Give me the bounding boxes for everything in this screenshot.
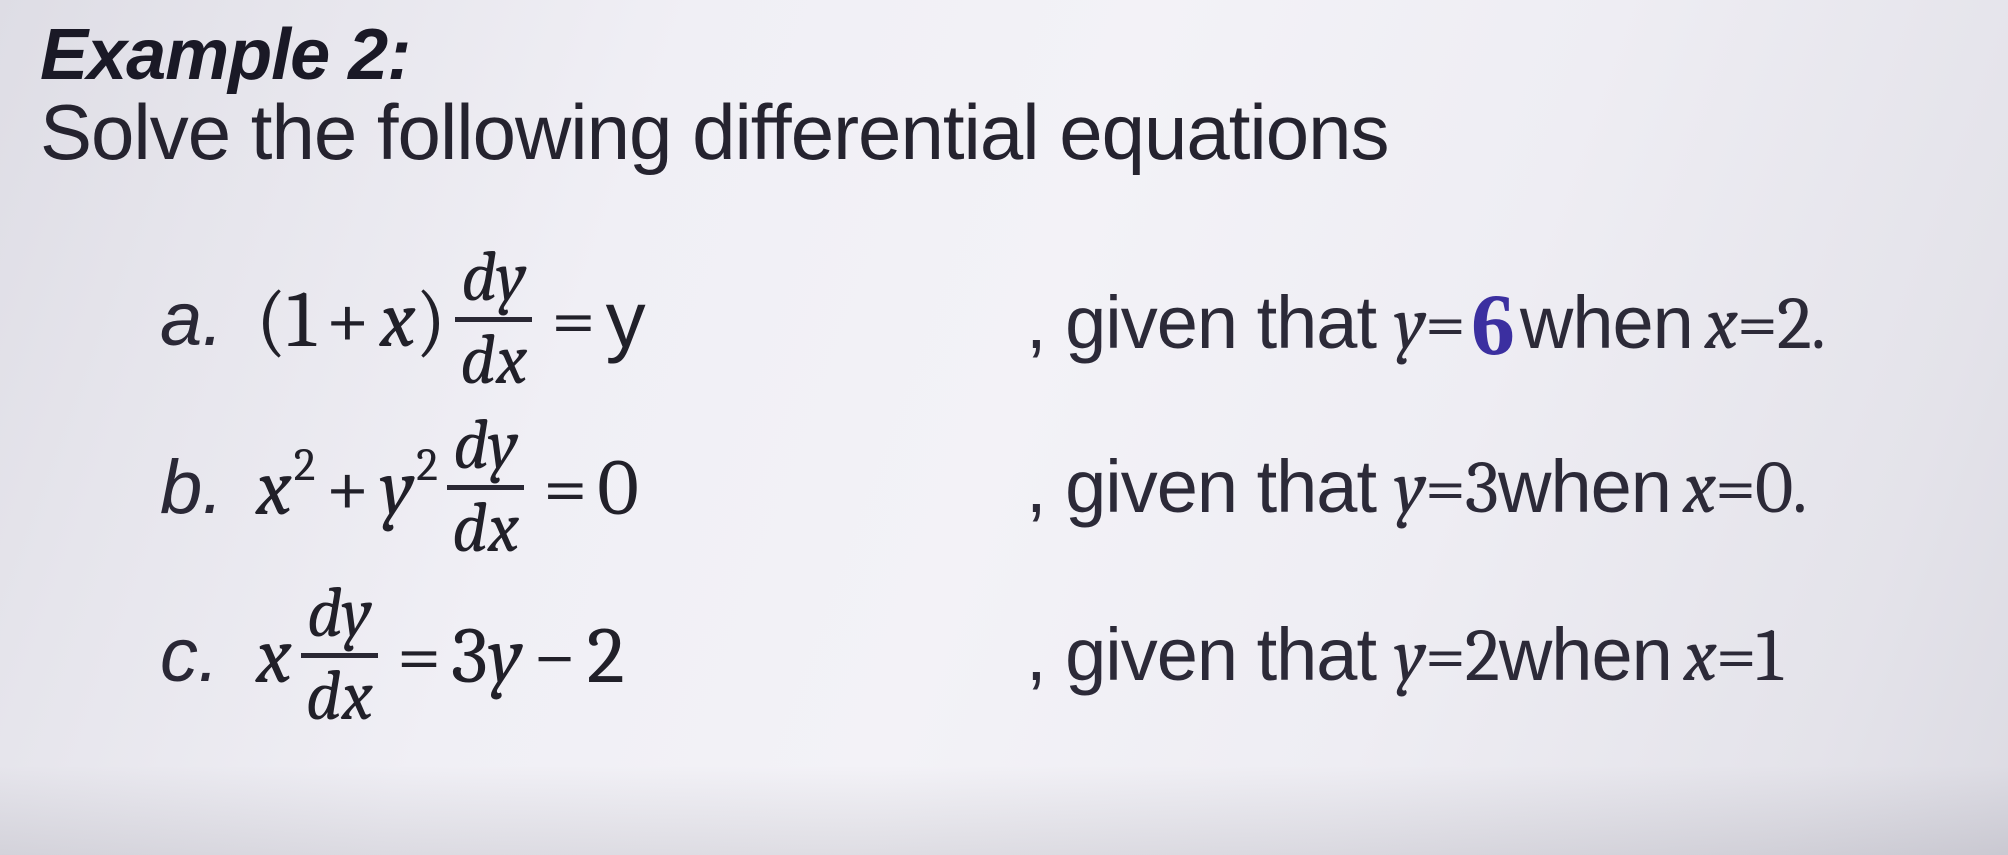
page-vignette <box>0 765 2008 855</box>
cond-period: . <box>1811 281 1825 367</box>
var-x: x <box>256 610 292 702</box>
cond-when: when <box>1498 444 1671 529</box>
cond-lead: , given that <box>1026 444 1376 529</box>
frac-denominator: dx <box>300 658 379 731</box>
dy-dx-fraction: dy dx <box>446 413 525 563</box>
cond-when: when <box>1499 612 1672 697</box>
cond-val1: 3 <box>1465 445 1498 531</box>
frac-denominator: dx <box>454 322 533 395</box>
cond-lead: , given that <box>1026 612 1376 697</box>
cond-val2: 1 <box>1756 613 1782 699</box>
problem-a-equation: ( 1 + x ) dy dx = y <box>256 245 986 395</box>
var-x: x <box>256 442 292 534</box>
var-y: y <box>488 610 522 702</box>
cond-period: . <box>1792 445 1806 531</box>
digit-1: 1 <box>287 274 316 366</box>
problem-b-condition: , given that y = 3 when x = 0 . <box>1026 444 1806 531</box>
cond-eq2: = <box>1737 281 1777 367</box>
frac-numerator: dy <box>301 581 378 659</box>
handwritten-6: 6 <box>1465 275 1520 376</box>
cond-eq1: = <box>1425 445 1465 531</box>
problem-b-equation: x 2 + y 2 dy dx = 0 <box>256 413 986 563</box>
problem-a-condition: , given that y = 6 when x = 2 . <box>1026 269 1825 370</box>
plus-op: + <box>326 274 370 366</box>
cond-y: y <box>1394 281 1425 367</box>
equals-op: = <box>397 610 441 702</box>
cond-x: x <box>1684 613 1716 699</box>
problem-a: a. ( 1 + x ) dy dx = y , given that y = … <box>160 236 1968 404</box>
cond-eq1: = <box>1425 281 1465 367</box>
cond-when: when <box>1520 280 1693 365</box>
frac-numerator: dy <box>447 413 524 491</box>
dy-dx-fraction: dy dx <box>300 581 379 731</box>
cond-val2: 0 <box>1755 445 1792 531</box>
instruction-text: Solve the following differential equatio… <box>40 90 1968 174</box>
example-heading: Example 2: <box>40 18 1968 94</box>
const-2: 2 <box>587 610 625 702</box>
frac-numerator: dy <box>455 245 532 323</box>
dy-dx-fraction: dy dx <box>454 245 533 395</box>
cond-eq2: = <box>1716 613 1756 699</box>
open-paren: ( <box>256 274 287 366</box>
problem-c-condition: , given that y = 2 when x = 1 <box>1026 612 1782 699</box>
plus-op: + <box>325 442 369 534</box>
var-x: x <box>380 274 416 366</box>
rhs-0: 0 <box>597 442 638 534</box>
problem-list: a. ( 1 + x ) dy dx = y , given that y = … <box>160 236 1968 740</box>
problem-c: c. x dy dx = 3 y − 2 , given that y = 2 … <box>160 572 1968 740</box>
problem-a-label: a. <box>160 276 256 363</box>
cond-eq1: = <box>1425 613 1465 699</box>
problem-c-label: c. <box>160 612 256 699</box>
cond-eq2: = <box>1715 445 1755 531</box>
equals-op: = <box>551 274 595 366</box>
page: Example 2: Solve the following different… <box>0 0 2008 855</box>
var-y: y <box>380 442 414 534</box>
problem-b-label: b. <box>160 444 256 531</box>
cond-x: x <box>1683 445 1715 531</box>
frac-denominator: dx <box>446 490 525 563</box>
cond-y: y <box>1394 613 1425 699</box>
minus-op: − <box>533 610 577 702</box>
cond-val2: 2 <box>1777 281 1811 367</box>
cond-lead: , given that <box>1026 280 1376 365</box>
cond-y: y <box>1394 445 1425 531</box>
problem-c-equation: x dy dx = 3 y − 2 <box>256 581 986 731</box>
cond-val1: 2 <box>1465 613 1499 699</box>
cond-x: x <box>1705 281 1737 367</box>
exp-2: 2 <box>294 439 316 492</box>
problem-b: b. x 2 + y 2 dy dx = 0 , given that y = … <box>160 404 1968 572</box>
exp-2: 2 <box>416 439 438 492</box>
coef-3: 3 <box>451 610 488 702</box>
close-paren: ) <box>416 274 447 366</box>
equals-op: = <box>543 442 587 534</box>
rhs-y: y <box>606 274 646 366</box>
